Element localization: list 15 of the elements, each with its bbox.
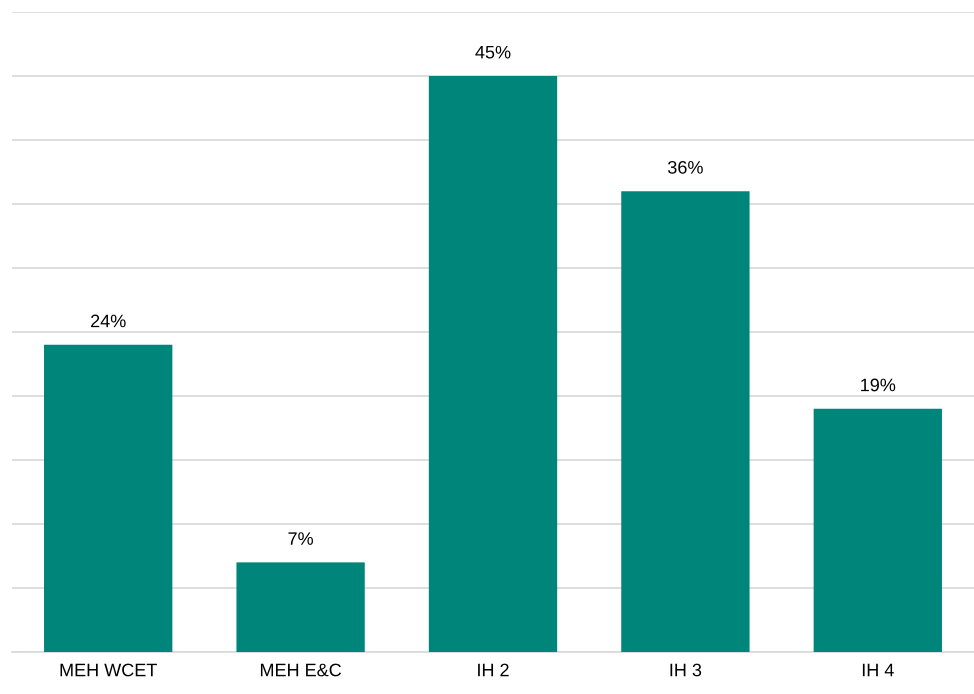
data-label: 45% — [475, 46, 510, 59]
data-label: 36% — [668, 160, 703, 174]
x-tick-label: IH 3 — [670, 664, 702, 676]
x-tick-label: IH 4 — [862, 664, 894, 676]
data-label: 7% — [288, 532, 314, 545]
bar — [236, 562, 365, 652]
bar — [44, 344, 172, 652]
data-label: 24% — [91, 314, 126, 328]
x-tick-label: MEH WCET — [60, 664, 157, 676]
data-label: 19% — [861, 378, 896, 392]
bar — [428, 76, 558, 652]
x-tick-label: MEH E&C — [260, 664, 342, 676]
bar — [814, 408, 942, 652]
x-tick-label: IH 2 — [478, 664, 509, 676]
bar — [621, 191, 750, 652]
